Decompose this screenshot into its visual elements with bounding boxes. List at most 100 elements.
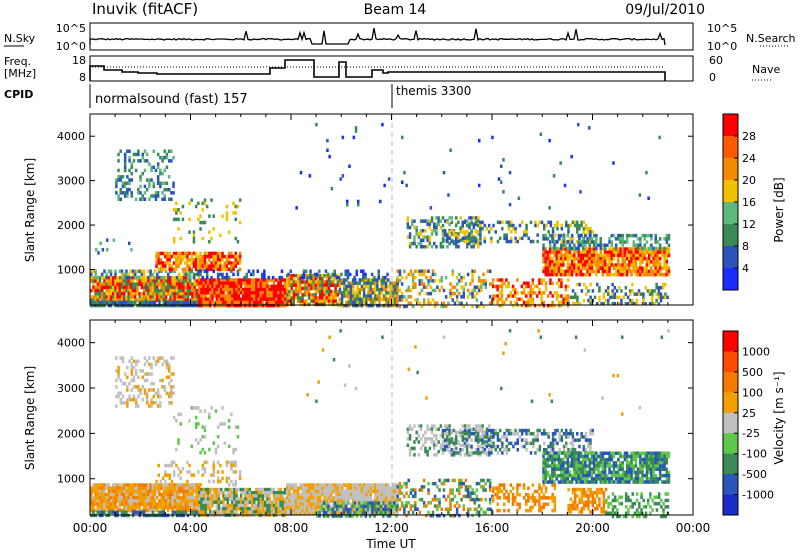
heatmap-cell [634,269,638,274]
heatmap-cell [341,486,344,490]
heatmap-cell [623,256,627,261]
heatmap-cell [130,178,133,182]
heatmap-cell [551,266,554,270]
heatmap-cell [255,497,258,501]
heatmap-cell [665,263,668,267]
heatmap-cell [213,287,216,292]
heatmap-cell [447,494,450,499]
heatmap-cell [182,486,185,490]
heatmap-cell [548,138,551,143]
heatmap-cell [637,292,641,296]
heatmap-cell [279,281,282,285]
heatmap-cell [127,483,130,487]
heatmap-cell [107,483,111,487]
heatmap-cell [514,236,517,241]
heatmap-cell [376,294,379,298]
heatmap-cell [290,508,293,513]
heatmap-cell [118,292,122,296]
heatmap-cell [358,294,361,298]
heatmap-cell [131,489,135,494]
heatmap-cell [665,272,668,277]
heatmap-cell [663,272,666,277]
heatmap-cell [344,514,348,518]
heatmap-cell [129,300,133,305]
heatmap-cell [566,266,569,270]
heatmap-cell [299,483,302,487]
heatmap-cell [643,250,646,254]
heatmap-cell [161,476,165,481]
nsky-left-tick-bottom: 10^0 [56,40,86,53]
heatmap-cell [142,295,146,299]
heatmap-cell [213,284,216,289]
heatmap-cell [571,302,575,306]
heatmap-cell [576,227,579,231]
heatmap-cell [175,502,179,506]
heatmap-cell [266,500,269,505]
heatmap-cell [154,194,158,198]
heatmap-cell [619,272,622,277]
heatmap-cell [470,216,473,220]
heatmap-cell [588,253,591,258]
heatmap-cell [156,191,160,195]
heatmap-cell [186,479,189,484]
heatmap-cell [107,282,111,286]
heatmap-cell [451,298,454,302]
heatmap-cell [201,261,204,265]
heatmap-cell [330,489,333,494]
heatmap-cell [142,492,146,497]
heatmap-cell [101,510,104,514]
heatmap-cell [418,301,421,305]
heatmap-cell [338,496,342,500]
heatmap-cell [422,245,425,249]
heatmap-cell [380,489,384,494]
heatmap-cell [234,204,237,209]
heatmap-cell [465,236,469,241]
heatmap-cell [234,211,237,215]
heatmap-cell [633,292,636,296]
heatmap-cell [470,236,473,241]
heatmap-cell [551,237,554,241]
heatmap-cell [341,499,344,503]
heatmap-cell [92,499,95,503]
heatmap-cell [314,286,318,291]
heatmap-cell [665,260,668,264]
heatmap-cell [580,223,583,228]
heatmap-cell [658,135,661,140]
heatmap-cell [382,492,386,497]
heatmap-cell [129,502,133,506]
heatmap-cell [253,497,256,501]
heatmap-cell [502,190,505,194]
heatmap-cell [325,280,329,284]
heatmap-cell [268,300,271,305]
heatmap-cell [200,503,203,508]
heatmap-cell [162,279,166,283]
heatmap-cell [336,499,340,503]
heatmap-cell [283,497,287,501]
heatmap-cell [173,269,177,273]
heatmap-cell [156,295,159,299]
heatmap-cell [395,303,399,308]
heatmap-cell [216,479,220,484]
heatmap-cell [134,499,137,503]
heatmap-cell [292,283,296,287]
heatmap-cell [319,289,322,294]
heatmap-cell [346,507,350,512]
heatmap-cell [607,289,610,293]
heatmap-cell [123,272,126,277]
heatmap-cell [147,300,150,305]
heatmap-cell [628,250,631,254]
heatmap-cell [145,502,148,506]
heatmap-cell [344,504,348,509]
heatmap-cell [239,487,243,492]
heatmap-cell [369,486,373,490]
heatmap-cell [192,258,196,262]
heatmap-cell [248,281,252,285]
heatmap-cell [242,287,245,292]
heatmap-cell [356,300,359,305]
heatmap-cell [118,499,122,503]
heatmap-cell [118,489,122,494]
heatmap-cell [201,258,204,262]
heatmap-cell [474,230,478,234]
heatmap-cell [184,303,188,308]
heatmap-cell [384,281,388,285]
